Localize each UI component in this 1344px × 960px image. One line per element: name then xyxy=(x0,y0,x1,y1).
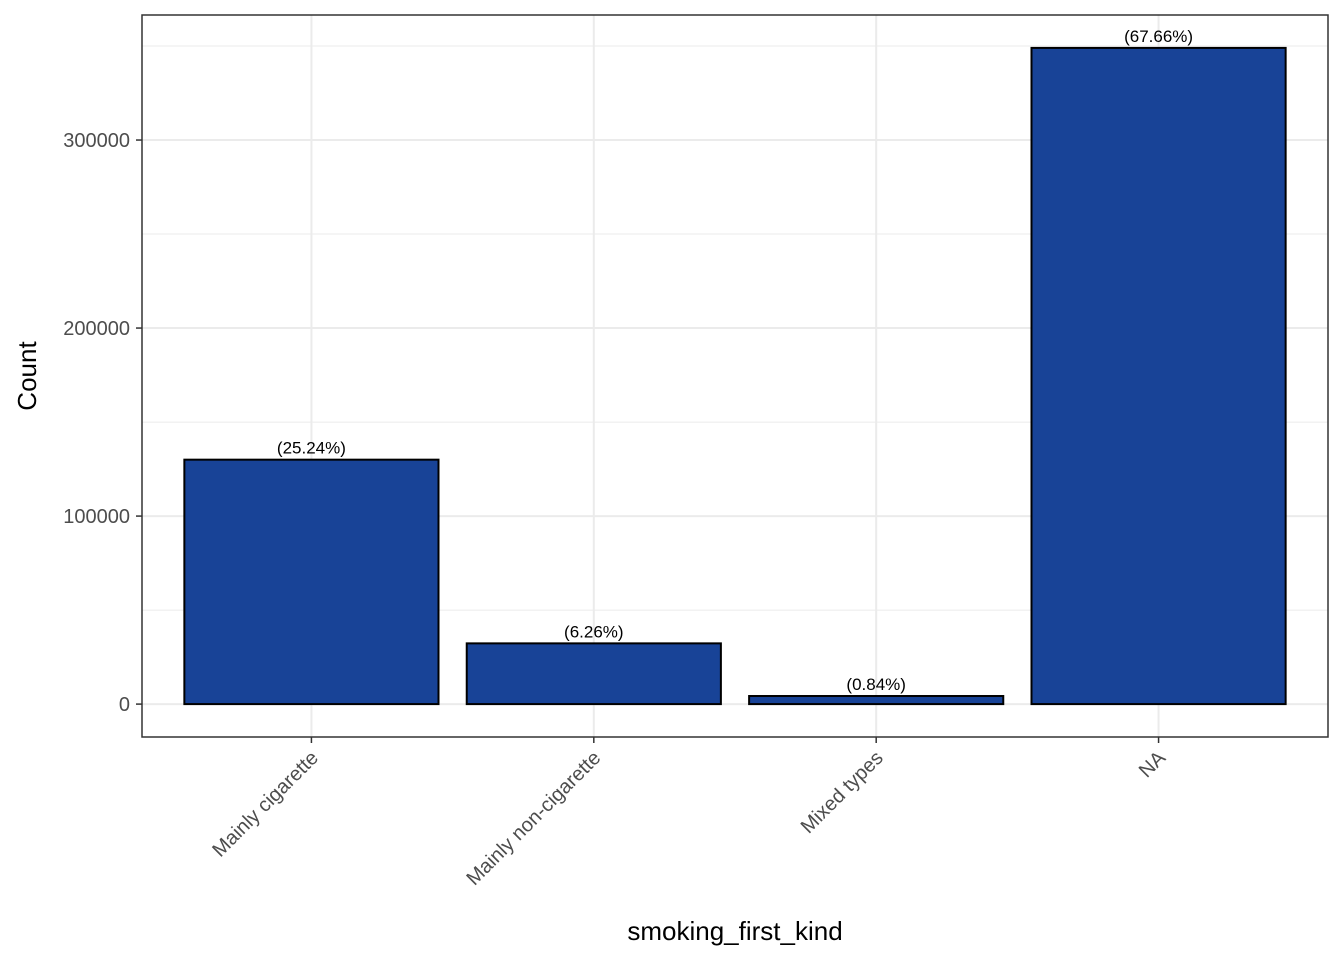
panel-border xyxy=(141,14,1329,738)
bars xyxy=(183,46,1287,706)
bar-data-label: (6.26%) xyxy=(564,622,624,641)
x-tick-label: Mainly non-cigarette xyxy=(462,747,605,890)
y-tick-label: 100000 xyxy=(63,506,130,528)
x-axis-title: smoking_first_kind xyxy=(627,916,842,946)
y-tick-label: 200000 xyxy=(63,318,130,340)
y-axis-title: Count xyxy=(12,341,42,411)
y-axis: 0 100000 200000 300000 xyxy=(63,130,142,716)
x-axis: Mainly cigarette Mainly non-cigarette Mixe… xyxy=(208,737,1171,890)
y-tick-label: 0 xyxy=(119,694,130,716)
y-tick-label: 300000 xyxy=(63,130,130,152)
bar-na xyxy=(1030,46,1287,706)
bar-data-label: (0.84%) xyxy=(846,675,906,694)
bar-mixed-types xyxy=(748,695,1005,706)
x-tick-label: Mixed types xyxy=(797,747,888,838)
bar-labels: (25.24%) (6.26%) (0.84%) (67.66%) xyxy=(277,27,1193,694)
bar-data-label: (67.66%) xyxy=(1124,27,1193,46)
x-tick-label: Mainly cigarette xyxy=(208,747,323,862)
bar-data-label: (25.24%) xyxy=(277,439,346,458)
bar-mainly-cigarette xyxy=(183,458,440,706)
bar-mainly-non-cigarette xyxy=(465,642,722,706)
x-tick-label: NA xyxy=(1135,747,1171,783)
